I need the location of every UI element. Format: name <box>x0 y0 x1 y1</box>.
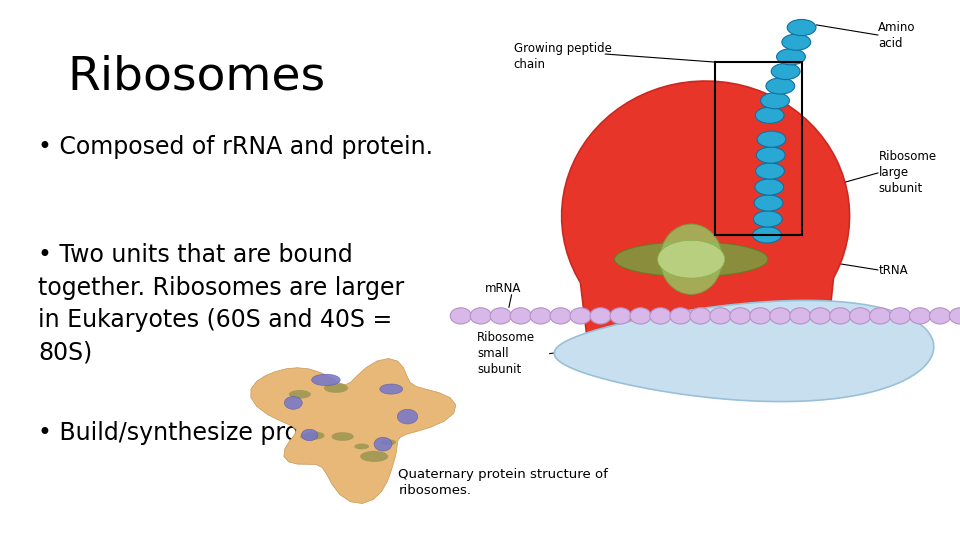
Ellipse shape <box>300 433 319 440</box>
Ellipse shape <box>658 240 725 278</box>
Ellipse shape <box>753 227 781 243</box>
Text: Quaternary protein structure of
ribosomes.: Quaternary protein structure of ribosome… <box>398 468 609 497</box>
Text: mRNA: mRNA <box>485 282 521 295</box>
Ellipse shape <box>470 308 492 324</box>
Ellipse shape <box>284 396 302 409</box>
Text: • Composed of rRNA and protein.: • Composed of rRNA and protein. <box>38 135 433 159</box>
Text: Ribosome
small
subunit: Ribosome small subunit <box>477 331 536 376</box>
Ellipse shape <box>770 308 791 324</box>
Ellipse shape <box>570 308 591 324</box>
Text: tRNA: tRNA <box>878 264 908 276</box>
Bar <box>715 62 802 235</box>
Ellipse shape <box>354 443 369 449</box>
Ellipse shape <box>756 163 784 179</box>
Ellipse shape <box>550 308 571 324</box>
Ellipse shape <box>829 308 851 324</box>
Ellipse shape <box>909 308 930 324</box>
Ellipse shape <box>312 374 340 386</box>
Ellipse shape <box>289 390 311 399</box>
Ellipse shape <box>510 308 531 324</box>
Ellipse shape <box>303 431 324 440</box>
Text: • Build/synthesize proteins.: • Build/synthesize proteins. <box>38 421 365 445</box>
Ellipse shape <box>374 437 392 451</box>
Ellipse shape <box>756 147 785 163</box>
Ellipse shape <box>756 107 784 123</box>
Ellipse shape <box>381 440 396 445</box>
Ellipse shape <box>771 63 800 79</box>
Ellipse shape <box>660 224 722 294</box>
Ellipse shape <box>755 179 783 195</box>
Ellipse shape <box>709 308 731 324</box>
Text: Amino
acid: Amino acid <box>878 21 916 50</box>
Ellipse shape <box>870 308 891 324</box>
Ellipse shape <box>530 308 551 324</box>
Ellipse shape <box>450 308 471 324</box>
Ellipse shape <box>890 308 911 324</box>
Ellipse shape <box>750 308 771 324</box>
Ellipse shape <box>590 308 612 324</box>
Ellipse shape <box>787 19 816 36</box>
Polygon shape <box>251 359 456 503</box>
Ellipse shape <box>760 92 789 109</box>
Ellipse shape <box>949 308 960 324</box>
Ellipse shape <box>301 429 318 441</box>
Ellipse shape <box>630 308 651 324</box>
Ellipse shape <box>850 308 871 324</box>
Polygon shape <box>554 300 934 402</box>
Ellipse shape <box>781 34 810 50</box>
Text: • Two units that are bound
together. Ribosomes are larger
in Eukaryotes (60S and: • Two units that are bound together. Rib… <box>38 243 405 364</box>
Ellipse shape <box>380 384 402 394</box>
Ellipse shape <box>670 308 691 324</box>
Ellipse shape <box>766 78 795 94</box>
Ellipse shape <box>610 308 631 324</box>
Ellipse shape <box>491 308 512 324</box>
Ellipse shape <box>650 308 671 324</box>
Ellipse shape <box>754 211 782 227</box>
Ellipse shape <box>755 195 783 211</box>
Ellipse shape <box>690 308 711 324</box>
Ellipse shape <box>360 451 388 462</box>
Ellipse shape <box>331 432 353 441</box>
Ellipse shape <box>790 308 811 324</box>
Ellipse shape <box>809 308 830 324</box>
Ellipse shape <box>730 308 751 324</box>
Ellipse shape <box>929 308 950 324</box>
Ellipse shape <box>614 241 768 276</box>
Ellipse shape <box>777 49 805 65</box>
Polygon shape <box>562 81 850 351</box>
Text: Ribosome
large
subunit: Ribosome large subunit <box>878 150 937 195</box>
Ellipse shape <box>757 131 786 147</box>
Ellipse shape <box>324 383 348 393</box>
Text: Growing peptide
chain: Growing peptide chain <box>514 42 612 71</box>
Text: Ribosomes: Ribosomes <box>67 54 325 99</box>
Ellipse shape <box>397 409 418 424</box>
